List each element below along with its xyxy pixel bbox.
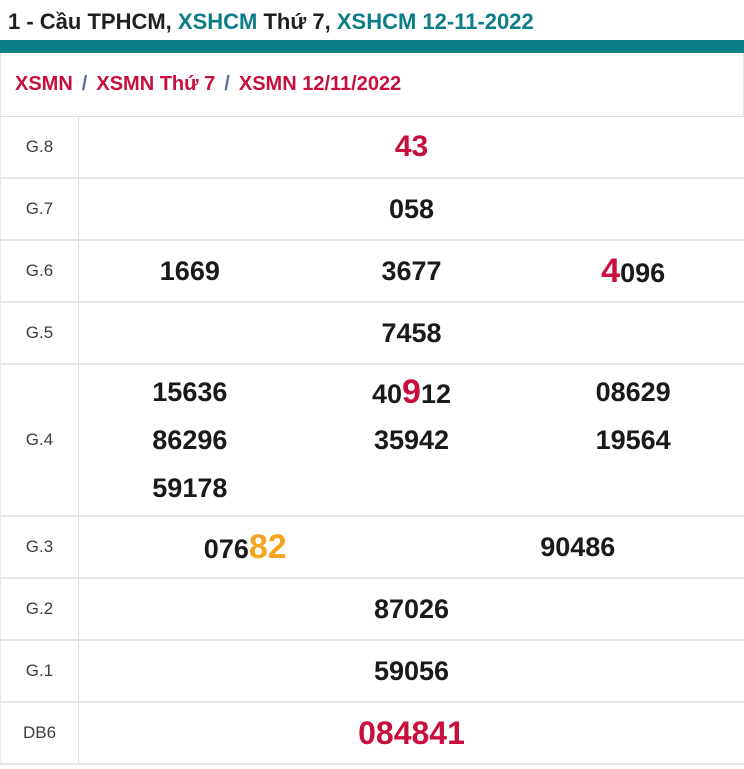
result-row: G.2 87026 [1,579,744,641]
result-row: G.5 7458 [1,303,744,365]
result-row: DB6 084841 [1,703,744,765]
digits: 1669 [159,255,220,286]
prize-label: G.4 [1,365,79,515]
breadcrumb: XSMN / XSMN Thứ 7 / XSMN 12/11/2022 [0,53,744,116]
digits: 7458 [381,317,442,348]
page-header: 1 - Cầu TPHCM, XSHCM Thứ 7, XSHCM 12-11-… [0,0,744,53]
prize-values: 7458 [79,303,744,363]
digits: 096 [620,258,666,288]
results-table: G.8 43 G.7 058 G.6 1669 3677 4096 G.5 7458 G.4 1563… [0,116,744,765]
digits: 40 [371,379,403,409]
result-row: G.7 058 [1,179,744,241]
breadcrumb-link[interactable]: XSMN 12/11/2022 [238,73,402,95]
prize-label: G.2 [1,579,79,639]
result-number: 07682 [204,530,287,564]
prize-values: 1669 3677 4096 [79,241,744,301]
result-number: 35942 [373,424,450,455]
digits: 59178 [152,472,228,503]
digits: 076 [203,534,249,564]
result-number: 90486 [540,531,616,562]
result-row: G.3 07682 90486 [1,517,744,579]
digits: 87026 [373,593,450,624]
prize-values: 43 [79,117,744,177]
result-number: 59178 [152,472,228,503]
result-number: 19564 [595,424,671,455]
prize-values: 15636 40912 08629 86296 35942 19564 59178 [79,365,744,515]
digits: 3677 [381,255,442,286]
result-number: 058 [388,193,435,224]
breadcrumb-link[interactable]: XSMN [15,73,73,95]
page-title: 1 - Cầu TPHCM, XSHCM Thứ 7, XSHCM 12-11-… [0,0,744,40]
result-number: 08629 [595,376,671,407]
prize-label: G.5 [1,303,79,363]
result-number: 15636 [152,376,228,407]
digits: 59056 [373,655,450,686]
page-title-segment: XSHCM [177,9,264,34]
result-number: 4096 [601,254,665,288]
result-number: 59056 [373,655,450,686]
digits: 12 [420,379,451,409]
highlighted-digits: 4 [601,252,621,290]
digits: 058 [388,193,435,224]
result-number: 7458 [381,317,442,348]
prize-label: G.3 [1,517,79,577]
result-number: 084841 [358,717,465,749]
result-row: G.8 43 [1,117,744,179]
prize-values: 084841 [79,703,744,763]
highlighted-digits: 43 [394,130,429,163]
page-title-segment: XSHCM 12-11-2022 [336,9,534,34]
digits: 90486 [540,531,616,562]
digits: 15636 [152,376,228,407]
prize-values: 59056 [79,641,744,701]
title-divider-bar [0,40,744,53]
digits: 86296 [152,424,228,455]
digits: 08629 [595,376,671,407]
digits: 35942 [373,424,450,455]
digits: 19564 [595,424,671,455]
breadcrumb-separator: / [81,73,88,95]
highlighted-digits: 9 [402,373,421,411]
result-row: G.1 59056 [1,641,744,703]
result-number: 86296 [152,424,228,455]
breadcrumb-link[interactable]: XSMN Thứ 7 [96,73,216,95]
result-row: G.6 1669 3677 4096 [1,241,744,303]
highlighted-digits: 82 [248,528,287,566]
result-number: 43 [395,132,428,162]
prize-values: 07682 90486 [79,517,744,577]
prize-label: G.6 [1,241,79,301]
result-row: G.4 15636 40912 08629 86296 35942 19564 59178 [1,365,744,517]
prize-label: G.1 [1,641,79,701]
result-number: 3677 [381,255,442,286]
prize-values: 058 [79,179,744,239]
prize-label: DB6 [1,703,79,763]
prize-values: 87026 [79,579,744,639]
highlighted-digits: 084841 [358,715,465,751]
prize-label: G.8 [1,117,79,177]
prize-label: G.7 [1,179,79,239]
result-number: 1669 [159,255,220,286]
result-number: 40912 [372,375,451,409]
result-number: 87026 [373,593,450,624]
page-title-segment: 1 - Cầu TPHCM, [8,9,178,34]
page-title-segment: Thứ 7, [263,9,337,34]
breadcrumb-separator: / [224,73,230,95]
